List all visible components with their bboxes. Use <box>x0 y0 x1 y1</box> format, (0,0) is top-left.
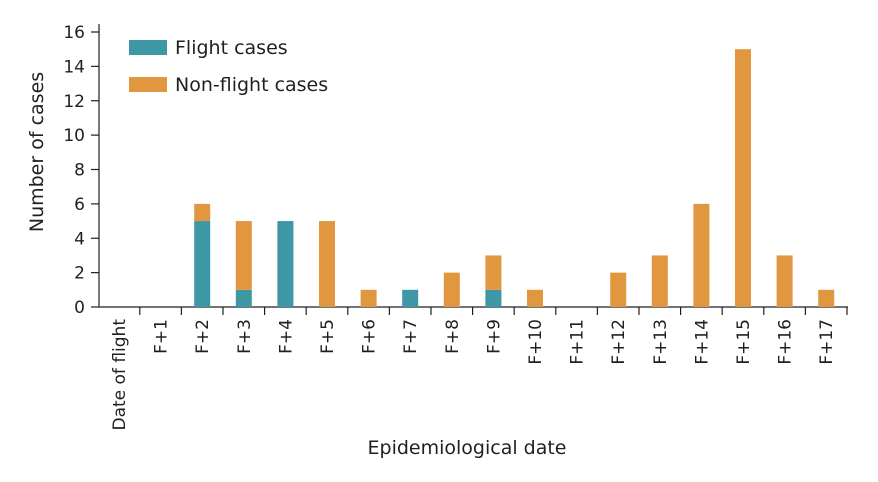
bar-non-flight <box>651 255 668 307</box>
bar-flight <box>485 289 502 307</box>
legend-label: Non-flight cases <box>175 74 328 96</box>
bar-non-flight <box>235 221 252 290</box>
legend-swatch <box>129 77 167 92</box>
x-tick-label: F+7 <box>401 319 421 354</box>
y-tick-label: 14 <box>63 57 85 77</box>
bar-non-flight <box>360 289 377 307</box>
bar-non-flight <box>319 221 335 307</box>
x-tick-label: F+2 <box>193 319 213 354</box>
x-axis: Date of flight F+1 F+2 F+3 F+4 F+5 F+6 F+7 F+8 F+… <box>99 306 848 431</box>
legend-label: Flight cases <box>175 37 288 59</box>
y-tick-label: 8 <box>74 161 85 181</box>
x-axis-title: Epidemiological date <box>368 437 567 459</box>
x-tick-label: F+11 <box>568 319 588 365</box>
y-tick-label: 4 <box>74 229 85 249</box>
bar-non-flight <box>443 272 460 307</box>
x-tick-label: F+1 <box>152 319 172 354</box>
x-tick-label: F+14 <box>692 319 712 365</box>
bar-non-flight <box>194 203 211 222</box>
x-tick-label: F+16 <box>776 319 796 365</box>
bar-flight <box>194 221 211 307</box>
bar-flight <box>277 221 294 307</box>
y-axis: 0 2 4 6 8 10 12 14 16 <box>63 23 100 318</box>
y-tick-label: 16 <box>63 23 85 43</box>
x-tick-label: F+6 <box>360 319 380 354</box>
bar-non-flight <box>693 203 710 307</box>
x-tick-label: F+13 <box>651 319 671 365</box>
y-tick-label: 12 <box>63 92 85 112</box>
x-tick-label: F+9 <box>484 319 504 354</box>
x-tick-label: F+5 <box>318 319 338 354</box>
x-tick-label: F+4 <box>276 319 296 354</box>
x-tick-label: F+8 <box>443 319 463 354</box>
y-tick-label: 6 <box>74 195 85 215</box>
bar-non-flight <box>776 255 793 307</box>
x-tick-label: F+10 <box>526 319 546 365</box>
bar-non-flight <box>527 289 543 307</box>
x-tick-label: F+3 <box>235 319 255 354</box>
bar-non-flight <box>610 272 627 307</box>
y-tick-label: 0 <box>74 298 85 318</box>
bar-non-flight <box>818 289 835 307</box>
bar-flight <box>235 289 252 307</box>
legend-swatch <box>129 40 167 55</box>
y-tick-label: 2 <box>74 264 85 284</box>
x-tick-label: Date of flight <box>110 319 130 431</box>
bar-non-flight <box>485 255 502 290</box>
y-tick-label: 10 <box>63 126 85 146</box>
bar-non-flight <box>735 49 751 307</box>
x-tick-label: F+15 <box>734 319 754 365</box>
bars <box>194 49 835 307</box>
x-tick-label: F+12 <box>609 319 629 365</box>
bar-flight <box>402 289 419 307</box>
x-tick-label: F+17 <box>817 319 837 365</box>
legend: Flight cases Non-flight cases <box>129 37 328 96</box>
y-axis-title: Number of cases <box>26 72 48 232</box>
